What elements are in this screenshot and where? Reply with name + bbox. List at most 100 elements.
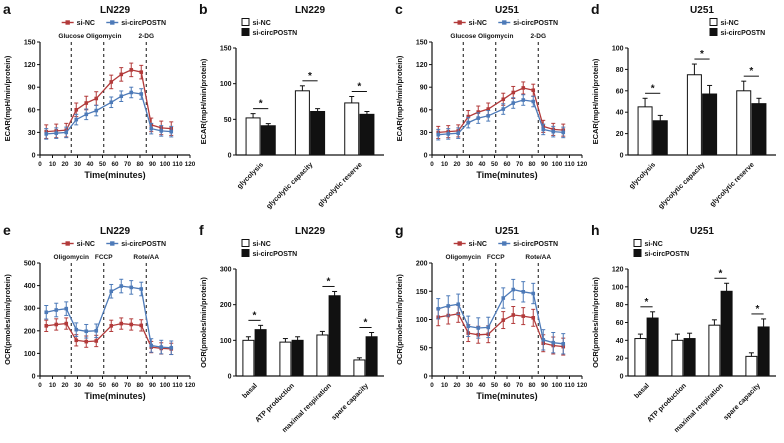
y-tick-label: 40: [616, 110, 624, 117]
x-tick-label: 50: [491, 382, 499, 389]
x-tick-label: 50: [99, 382, 107, 389]
panel-letter: a: [3, 1, 11, 17]
sig-star: *: [651, 83, 655, 94]
x-tick-label: 30: [466, 161, 474, 168]
sig-star: *: [645, 297, 649, 308]
data-point: [531, 291, 536, 296]
y-axis-label: ECAR(mpH/min/protein): [199, 58, 208, 144]
x-tick-label: 120: [577, 382, 588, 389]
y-tick-label: 100: [416, 317, 428, 324]
data-point: [54, 322, 59, 327]
y-tick-label: 100: [220, 338, 232, 345]
injection-label: Glucose: [58, 33, 84, 40]
x-tick-label: 70: [124, 161, 132, 168]
bar-si-NC: [671, 339, 684, 377]
x-tick-label: 90: [149, 382, 157, 389]
sig-star: *: [327, 276, 331, 287]
data-point: [109, 100, 114, 105]
bar-si-NC: [634, 338, 647, 377]
data-point: [109, 80, 114, 84]
x-tick-label: 70: [124, 382, 132, 389]
data-point: [44, 132, 49, 136]
data-point: [119, 321, 124, 326]
legend-label: si-circPOSTN: [513, 241, 558, 248]
y-axis-label: OCR(pmoles/min/protein): [395, 274, 404, 365]
y-tick-label: 300: [220, 267, 232, 274]
legend-swatch: [633, 239, 642, 247]
y-tick-label: 50: [420, 345, 428, 352]
bar-si-circPOSTN: [683, 338, 696, 377]
x-tick-label: 110: [564, 161, 575, 168]
x-tick-label: 120: [185, 161, 196, 168]
legend-label: si-NC: [77, 241, 95, 248]
chart-title: LN229: [100, 226, 130, 237]
x-tick-label: 90: [541, 161, 549, 168]
injection-label: Oligomycin: [446, 254, 481, 261]
x-tick-label: 60: [111, 161, 119, 168]
data-point: [511, 287, 516, 292]
category-label: basal: [241, 382, 259, 400]
data-point: [74, 108, 79, 112]
bar-chart-h: h U251 si-NC si-circPOSTN 0 20 40 60 80 100 120 OCR…: [591, 222, 776, 434]
y-tick-label: 80: [616, 67, 624, 74]
x-tick-label: 20: [61, 382, 69, 389]
y-tick-label: 120: [416, 62, 428, 69]
category-label: glycolytic reserve: [317, 161, 364, 208]
legend-label: si-circPOSTN: [121, 20, 166, 27]
data-point: [541, 127, 546, 132]
panel-letter: f: [199, 222, 204, 238]
legend-marker: [65, 20, 70, 25]
legend-marker: [457, 20, 462, 25]
y-tick-label: 60: [28, 107, 36, 114]
x-tick-label: 80: [136, 161, 144, 168]
legend-label: si-circPOSTN: [253, 251, 298, 258]
category-label: glycolysis: [236, 161, 265, 190]
bar-si-circPOSTN: [291, 339, 304, 377]
data-point: [74, 117, 79, 122]
bar-si-NC: [245, 117, 261, 156]
injection-label: Rote/AA: [525, 254, 551, 261]
bar-si-circPOSTN: [365, 336, 378, 377]
data-point: [476, 116, 481, 120]
x-tick-label: 100: [160, 382, 171, 389]
y-tick-label: 120: [24, 62, 36, 69]
panel-b-ecar-ln229-bars: b LN229 si-NC si-circPOSTN 0 50 100 150 ECAR(mpH…: [196, 0, 392, 221]
data-point: [466, 324, 471, 329]
data-point: [44, 324, 49, 328]
injection-label: Oligomycin: [478, 33, 513, 40]
sig-star: *: [357, 82, 361, 93]
x-tick-label: 10: [441, 161, 449, 168]
injection-label: Oligomycin: [86, 33, 121, 40]
chart-title: LN229: [295, 226, 325, 237]
x-tick-label: 70: [516, 161, 524, 168]
bar-si-circPOSTN: [751, 103, 767, 156]
injection-label: 2-DG: [530, 33, 546, 40]
legend-label: si-circPOSTN: [253, 30, 298, 37]
y-tick-label: 100: [220, 81, 232, 88]
data-point: [149, 126, 154, 131]
y-tick-label: 0: [32, 374, 36, 381]
chart-title: LN229: [295, 5, 325, 16]
panel-c-ecar-u251-line: c U251 si-NC si-circPOSTN Glucose Oligomycin 2…: [392, 0, 588, 221]
x-tick-label: 40: [86, 161, 94, 168]
bar-si-NC: [279, 341, 292, 377]
chart-title: LN229: [100, 5, 130, 16]
legend-label: si-circPOSTN: [121, 241, 166, 248]
y-axis-label: ECAR(mpH/min/protein): [395, 55, 404, 141]
category-label: ATP production: [254, 382, 296, 424]
y-axis-label: OCR(pmoles/min/protein): [591, 277, 600, 368]
legend-swatch: [241, 249, 250, 257]
bar-si-NC: [745, 355, 758, 377]
panel-letter: c: [395, 1, 403, 17]
data-point: [486, 325, 491, 330]
data-point: [561, 341, 566, 346]
data-point: [74, 327, 79, 332]
injection-label: Glucose: [450, 33, 476, 40]
data-point: [456, 302, 461, 307]
data-point: [119, 94, 124, 99]
chart-title: U251: [690, 5, 714, 16]
chart-title: U251: [495, 226, 519, 237]
data-point: [476, 110, 481, 114]
y-tick-label: 150: [416, 40, 428, 47]
